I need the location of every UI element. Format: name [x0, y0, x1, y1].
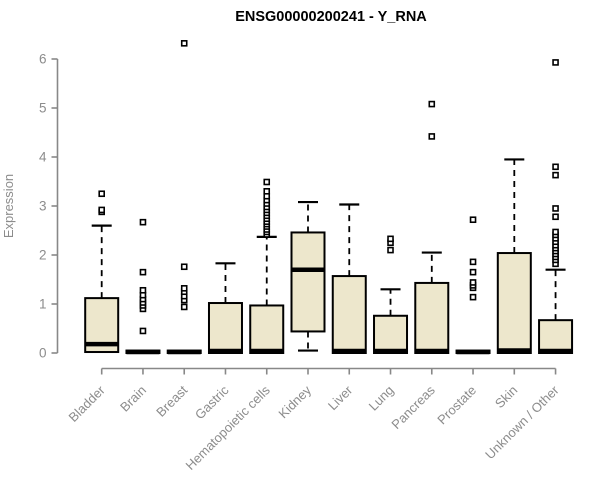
y-tick-label: 6	[39, 52, 47, 67]
x-tick-label-pancreas: Pancreas	[388, 382, 438, 432]
outlier-point-bladder	[98, 190, 105, 198]
outlier-point-breast	[180, 285, 188, 292]
y-tick-label: 0	[39, 346, 47, 361]
outlier-point-lung	[387, 246, 394, 254]
outlier-point-breast	[180, 40, 188, 47]
x-tick-label-lung: Lung	[366, 383, 397, 414]
outlier-point-breast	[180, 263, 188, 271]
x-tick-label-kidney: Kidney	[275, 382, 314, 421]
outlier-point-brain	[139, 286, 147, 294]
y-tick-label: 5	[39, 101, 47, 116]
x-tick-label-unknown-other: Unknown / Other	[482, 382, 562, 462]
x-tick-label-prostate: Prostate	[434, 383, 479, 428]
outlier-point-unknown-other	[552, 205, 559, 212]
x-tick-label-gastric: Gastric	[192, 382, 232, 422]
x-tick-label-bladder: Bladder	[66, 382, 109, 425]
y-tick-label: 3	[39, 199, 47, 214]
outlier-point-brain	[139, 218, 147, 226]
y-axis-label: Expression	[1, 174, 16, 238]
outlier-point-hematopoietic-cells	[263, 178, 271, 186]
outlier-point-pancreas	[428, 133, 436, 140]
box-unknown-other	[538, 319, 574, 355]
outlier-point-breast	[180, 303, 188, 311]
outlier-point-brain	[139, 268, 147, 276]
outlier-point-lung	[387, 235, 394, 243]
x-tick-label-breast: Breast	[153, 382, 190, 419]
box-hematopoietic-cells	[249, 304, 285, 354]
outlier-point-unknown-other	[552, 59, 559, 66]
outlier-point-unknown-other	[552, 163, 559, 171]
outlier-point-unknown-other	[552, 228, 559, 236]
box-liver	[331, 275, 367, 355]
y-tick-label: 1	[39, 297, 47, 312]
x-tick-label-brain: Brain	[117, 383, 149, 415]
outlier-point-pancreas	[428, 100, 436, 108]
y-tick-label: 4	[39, 150, 47, 165]
outlier-point-prostate	[469, 279, 477, 286]
outlier-point-bladder	[98, 206, 105, 214]
outlier-point-prostate	[469, 293, 477, 301]
box-pancreas	[414, 281, 450, 354]
outlier-point-unknown-other	[552, 171, 559, 179]
outlier-point-brain	[139, 327, 147, 335]
box-gastric	[207, 302, 243, 354]
box-lung	[373, 314, 409, 355]
outlier-point-prostate	[469, 268, 477, 276]
y-tick-label: 2	[39, 248, 47, 263]
x-tick-label-skin: Skin	[492, 383, 520, 411]
x-tick-label-liver: Liver	[325, 382, 356, 413]
outlier-point-prostate	[469, 258, 477, 266]
chart-title: ENSG00000200241 - Y_RNA	[235, 9, 427, 25]
outlier-point-prostate	[469, 216, 477, 224]
outlier-point-unknown-other	[552, 213, 559, 221]
box-kidney	[290, 231, 326, 333]
box-skin	[496, 252, 532, 354]
outlier-point-hematopoietic-cells	[263, 188, 271, 195]
